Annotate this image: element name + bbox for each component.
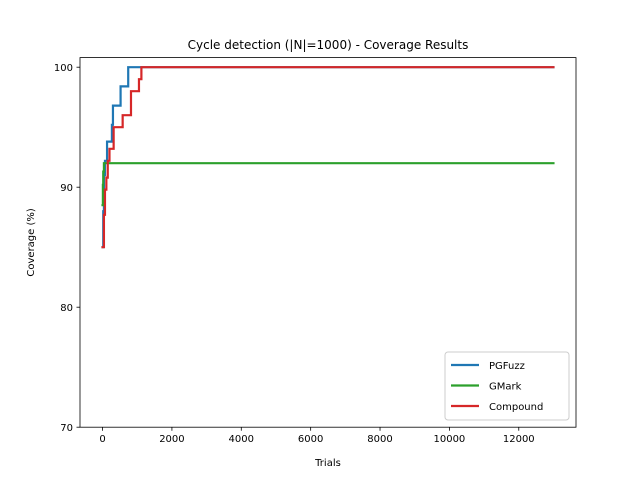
x-tick-label: 0 (99, 434, 105, 445)
y-tick-label: 100 (54, 63, 73, 74)
legend-label-pgfuzz: PGFuzz (489, 361, 525, 372)
chart-title: Cycle detection (|N|=1000) - Coverage Re… (188, 38, 469, 52)
x-tick-label: 8000 (367, 434, 392, 445)
y-axis-label: Coverage (%) (26, 208, 37, 276)
x-tick-label: 6000 (298, 434, 323, 445)
legend: PGFuzz GMark Compound (444, 351, 570, 421)
x-tick-label: 10000 (433, 434, 465, 445)
y-tick-label: 70 (60, 423, 73, 434)
legend-box (444, 351, 570, 421)
series-line-gmark (101, 162, 555, 207)
y-tick-label: 90 (60, 183, 73, 194)
legend-label-gmark: GMark (489, 382, 522, 393)
x-tick-label: 4000 (229, 434, 254, 445)
y-tick-label: 80 (60, 303, 73, 314)
plot-frame (79, 57, 577, 428)
series-line-compound (101, 66, 555, 249)
series-line-pgfuzz (101, 66, 555, 249)
x-tick-label: 2000 (159, 434, 184, 445)
y-axis-ticks: 70 80 90 100 (54, 63, 80, 434)
x-axis-label: Trials (314, 458, 341, 469)
legend-label-compound: Compound (489, 402, 543, 413)
x-tick-label: 12000 (503, 434, 535, 445)
x-axis-ticks: 0 2000 4000 6000 8000 10000 12000 (99, 427, 535, 445)
series-lines (101, 66, 555, 249)
